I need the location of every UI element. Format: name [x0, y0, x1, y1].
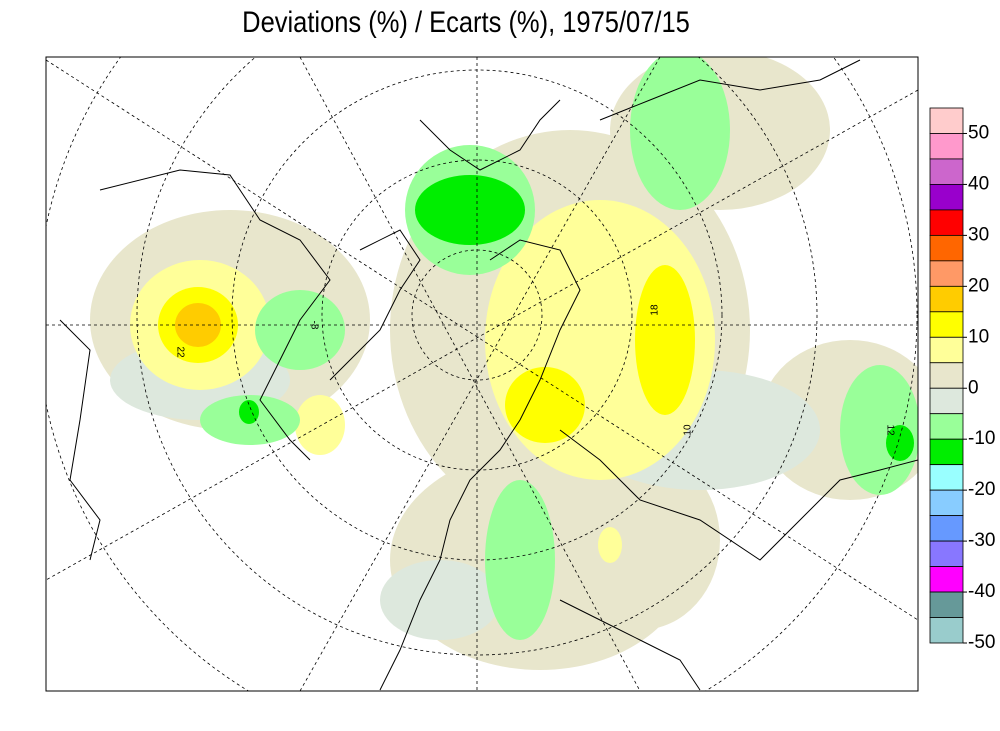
colorbar-swatch [929, 158, 964, 185]
colorbar-label: 0 [968, 377, 979, 398]
coastline [59, 59, 918, 691]
map-title: Deviations (%) / Ecarts (%), 1975/07/15 [242, 5, 690, 38]
colorbar-swatch [929, 540, 964, 567]
colorbar-label: -50 [968, 632, 995, 653]
colorbar: 50 40 30 20 10 0 -10 -20 -30 -40 -50 [929, 107, 995, 653]
contour-label: 18 [650, 304, 661, 316]
colorbar-label: 10 [968, 326, 989, 347]
map-area: 22 18 12 10 -8 [46, 57, 918, 691]
colorbar-swatch [929, 566, 964, 593]
colorbar-label: 20 [968, 275, 989, 296]
contour-labels: 22 18 12 10 -8 [174, 304, 895, 436]
colorbar-swatch [929, 234, 964, 262]
map-frame [45, 56, 919, 692]
contour-label: 12 [884, 424, 895, 436]
colorbar-swatch [929, 362, 964, 389]
colorbar-label: -40 [968, 581, 995, 602]
colorbar-swatch [929, 438, 964, 466]
colorbar-swatch [929, 591, 964, 618]
colorbar-swatch [929, 515, 964, 542]
colorbar-swatch [929, 387, 964, 415]
contour-label: 10 [683, 424, 694, 436]
colorbar-swatch [929, 184, 964, 211]
colorbar-label: 30 [968, 224, 989, 245]
colorbar-swatch [929, 464, 964, 491]
colorbar-swatch [929, 133, 964, 160]
colorbar-swatch [929, 285, 964, 313]
field-green [239, 175, 914, 461]
colorbar-swatch [929, 260, 964, 287]
contour-label: 22 [174, 346, 185, 358]
graticule [46, 57, 918, 691]
colorbar-swatch [929, 209, 964, 236]
colorbar-swatch [929, 336, 964, 364]
colorbar-swatch [929, 107, 964, 134]
colorbar-swatch [929, 489, 964, 517]
colorbar-label: 40 [968, 173, 989, 194]
colorbar-label: -10 [968, 428, 995, 449]
colorbar-swatch [929, 311, 964, 338]
colorbar-label: -30 [968, 530, 995, 551]
colorbar-label: 50 [968, 122, 989, 143]
contour-label: -8 [308, 321, 319, 330]
colorbar-swatch [929, 617, 964, 644]
colorbar-label: -20 [968, 479, 995, 500]
colorbar-swatch [929, 413, 964, 440]
